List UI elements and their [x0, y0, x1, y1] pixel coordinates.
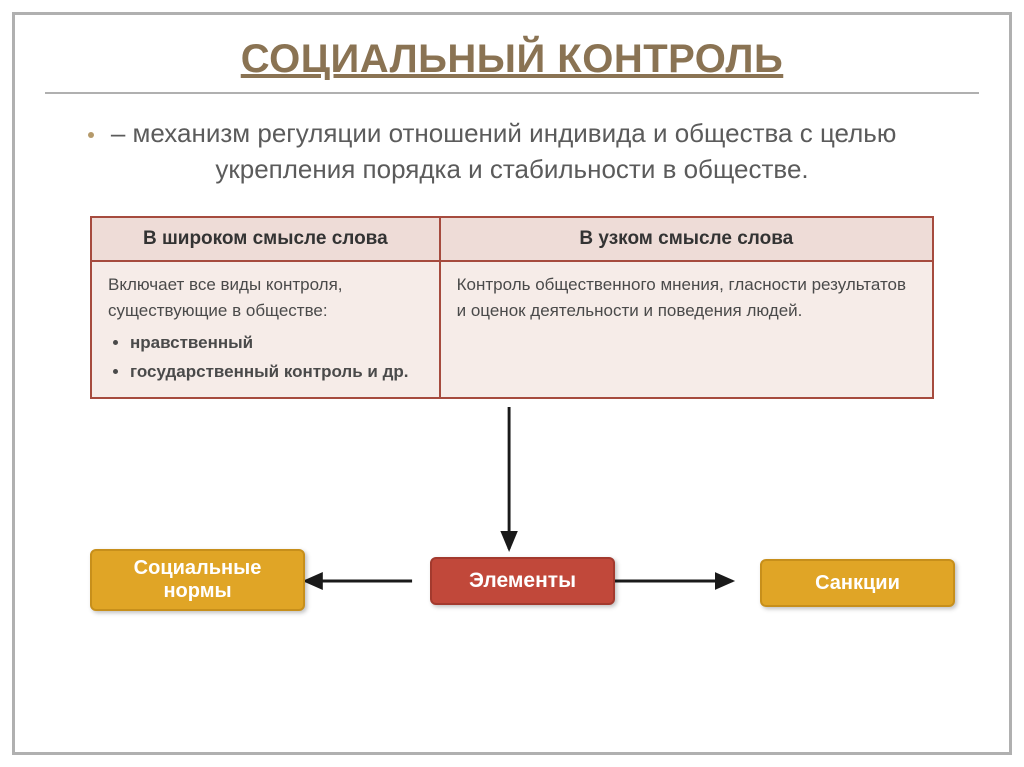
node-sanctions: Санкции — [760, 559, 955, 607]
sense-table: В широком смысле слова В узком смысле сл… — [90, 216, 934, 399]
list-item: нравственный — [130, 330, 423, 356]
definition-text: – механизм регуляции отношений индивида … — [111, 118, 897, 184]
slide-frame: СОЦИАЛЬНЫЙ КОНТРОЛЬ – механизм регуляции… — [12, 12, 1012, 755]
col-header-narrow: В узком смысле слова — [440, 217, 933, 261]
sense-table-wrap: В широком смысле слова В узком смысле сл… — [90, 216, 934, 399]
bullet-icon — [88, 132, 94, 138]
node-social-norms: Социальные нормы — [90, 549, 305, 611]
col-header-wide: В широком смысле слова — [91, 217, 440, 261]
title-rule: СОЦИАЛЬНЫЙ КОНТРОЛЬ — [45, 37, 979, 94]
table-header-row: В широком смысле слова В узком смысле сл… — [91, 217, 933, 261]
list-item: государственный контроль и др. — [130, 359, 423, 385]
definition-paragraph: – механизм регуляции отношений индивида … — [75, 116, 949, 188]
slide-title: СОЦИАЛЬНЫЙ КОНТРОЛЬ — [45, 37, 979, 82]
list-item-text: нравственный — [130, 333, 253, 352]
cell-narrow-sense: Контроль общественного мнения, гласности… — [440, 261, 933, 398]
node-elements: Элементы — [430, 557, 615, 605]
cell-wide-sense: Включает все виды контроля, существующие… — [91, 261, 440, 398]
elements-diagram: Социальные нормы Элементы Санкции — [90, 399, 934, 619]
list-item-text: государственный контроль и др. — [130, 362, 408, 381]
wide-sense-intro: Включает все виды контроля, существующие… — [108, 275, 343, 320]
wide-sense-list: нравственный государственный контроль и … — [108, 330, 423, 385]
table-row: Включает все виды контроля, существующие… — [91, 261, 933, 398]
